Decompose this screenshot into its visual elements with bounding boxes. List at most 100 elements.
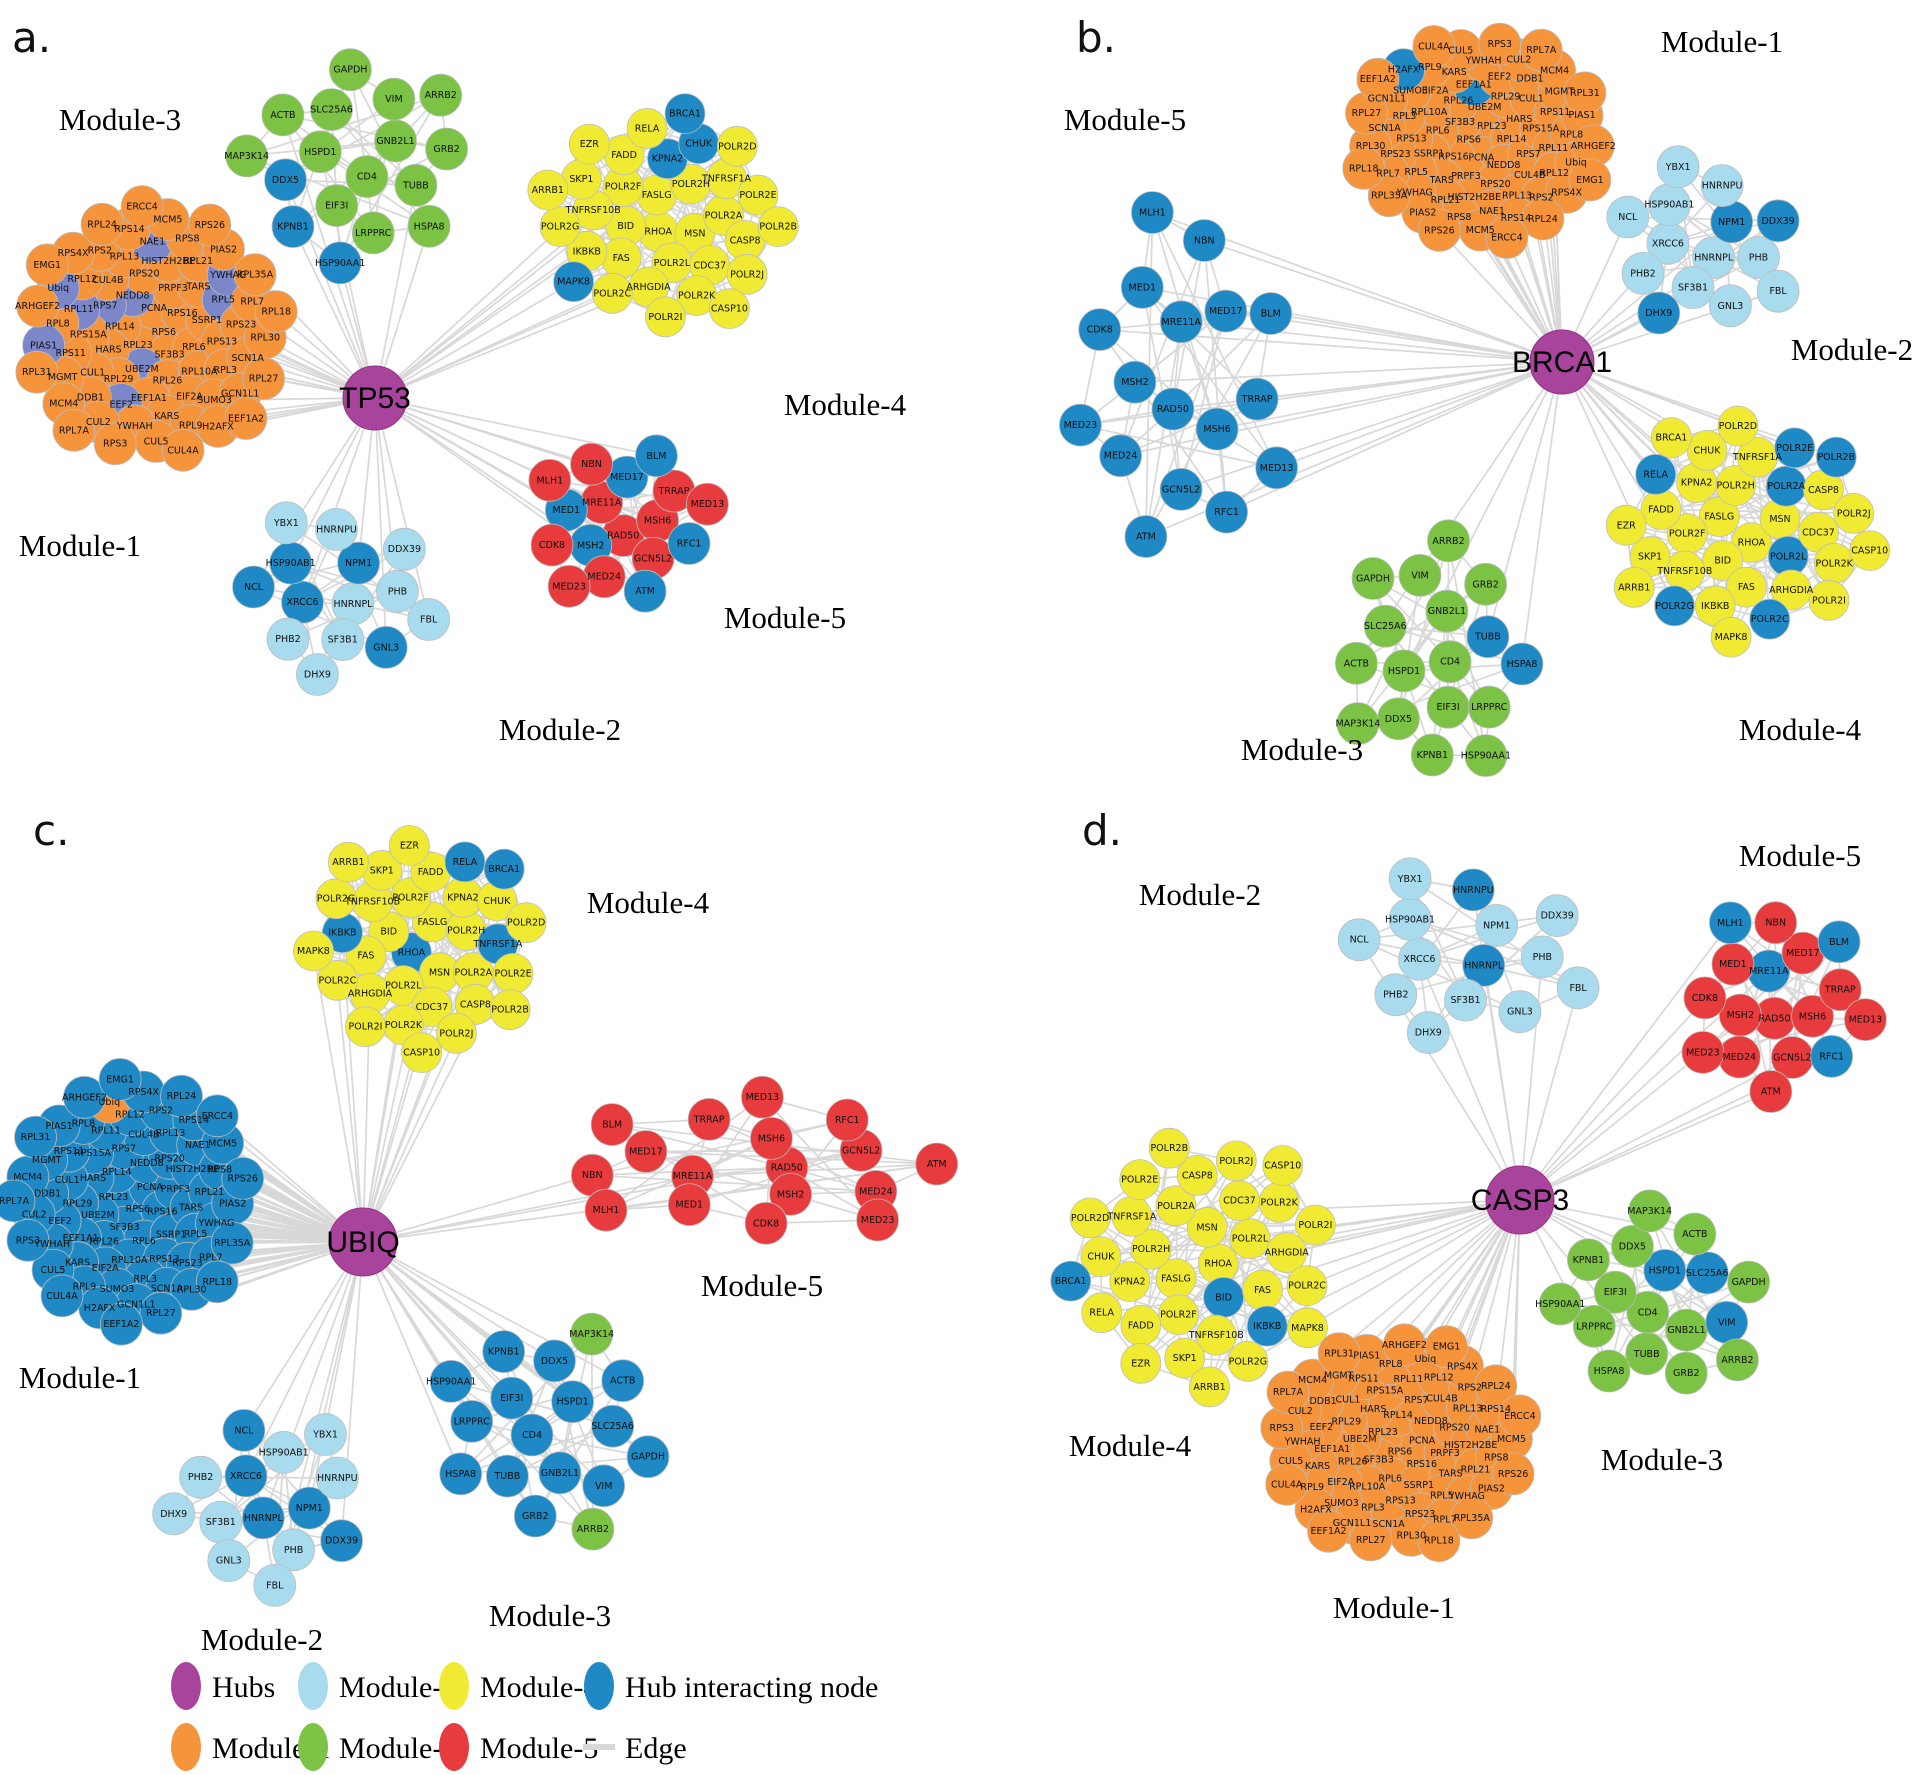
node-label-slc25a6: SLC25A6 (1364, 621, 1407, 632)
node-label-polr2a: POLR2A (1767, 481, 1805, 492)
node-label-mgmt: MGMT (48, 372, 78, 383)
node-label-rpl14: RPL14 (1497, 134, 1527, 145)
node-label-rps26: RPS26 (1498, 1469, 1528, 1480)
node-rpl24 (80, 202, 124, 246)
node-label-skp1: SKP1 (1173, 1353, 1197, 1364)
module-label-a-module-4: Module-4 (784, 387, 907, 422)
node-med13 (1255, 446, 1298, 490)
node-label-rps11: RPS11 (1540, 107, 1570, 118)
node-mapk8 (553, 261, 594, 303)
node-label-rps3: RPS3 (1269, 1423, 1293, 1434)
node-label-msn: MSN (429, 968, 450, 979)
node-label-polr2k: POLR2K (1816, 558, 1854, 569)
node-emg1 (1568, 158, 1612, 202)
node-label-gnl3: GNL3 (373, 642, 399, 653)
node-label-rpl7a: RPL7A (59, 425, 90, 436)
node-label-sumo3: SUMO3 (197, 395, 232, 406)
node-label-rps8: RPS8 (1484, 1452, 1508, 1463)
node-blm (635, 434, 678, 478)
node-label-rpl27: RPL27 (1356, 1535, 1386, 1546)
node-hspd1 (298, 130, 342, 174)
node-label-nbn: NBN (1765, 918, 1786, 929)
node-label-eif3i: EIF3I (1604, 1287, 1627, 1298)
node-label-rps26: RPS26 (1424, 225, 1454, 236)
node-label-casp8: CASP8 (460, 999, 491, 1010)
node-label-arhgdia: ARHGDIA (626, 282, 671, 293)
node-label-ywhah: YWHAH (1465, 56, 1502, 67)
node-label-eef2: EEF2 (1488, 71, 1512, 82)
node-atm (623, 569, 667, 613)
node-label-polr2j: POLR2J (439, 1028, 473, 1039)
node-gcn5l2 (1159, 467, 1203, 511)
node-nbn (1182, 219, 1226, 262)
node-label-fbl: FBL (420, 615, 438, 626)
node-label-cul5: CUL5 (41, 1265, 66, 1276)
node-brca1 (1651, 417, 1692, 459)
node-hspd1 (1382, 649, 1426, 693)
node-label-emg1: EMG1 (33, 260, 61, 271)
node-label-mre11a: MRE11A (1749, 966, 1789, 977)
hub-spoke (308, 1241, 364, 1509)
node-label-mapk8: MAPK8 (297, 946, 330, 957)
node-label-rpl3: RPL3 (1361, 1502, 1385, 1513)
hub-spoke (374, 397, 430, 620)
module-label-c-module-5: Module-5 (701, 1268, 823, 1303)
node-label-cdk8: CDK8 (1087, 325, 1113, 336)
node-vim (1398, 554, 1442, 597)
node-label-med24: MED24 (1104, 451, 1138, 462)
node-label-rpl27: RPL27 (146, 1308, 176, 1319)
module-label-b-module-3: Module-3 (1241, 732, 1363, 767)
panel-letter-b: b. (1076, 13, 1116, 62)
node-arrb2 (419, 73, 463, 117)
node-label-rpl8: RPL8 (1560, 129, 1584, 140)
node-label-polr2j: POLR2J (1219, 1156, 1253, 1167)
module-a-module-5: RAD50MRE11AMSH6MSH2MED17GCN5L2MED1TRRAPM… (528, 434, 846, 635)
node-label-rela: RELA (1643, 469, 1668, 480)
node-label-pcna: PCNA (1409, 1435, 1435, 1446)
node-label-ercc4: ERCC4 (126, 202, 157, 213)
node-label-xrcc6: XRCC6 (287, 597, 319, 608)
node-label-rps2: RPS2 (1529, 193, 1553, 204)
node-label-pias2: PIAS2 (210, 244, 237, 255)
node-label-ywhag: YWHAG (1396, 187, 1433, 198)
node-label-grb2: GRB2 (1472, 579, 1499, 590)
node-rpl18 (254, 290, 298, 334)
node-label-med1: MED1 (1719, 959, 1747, 970)
node-label-rela: RELA (453, 857, 478, 868)
node-label-hnrnpu: HNRNPU (1702, 181, 1743, 192)
edge (282, 114, 447, 150)
node-label-phb: PHB (284, 1545, 303, 1556)
node-fbl (1756, 269, 1800, 313)
hub-casp3: CASP3 (1471, 1165, 1569, 1235)
node-label-sf3b3: SF3B3 (155, 350, 185, 361)
node-label-nbn: NBN (1194, 236, 1215, 247)
node-label-tubb: TUBB (402, 180, 429, 191)
node-label-polr2b: POLR2B (1817, 452, 1855, 463)
node-label-hnrnpl: HNRNPL (244, 1513, 284, 1524)
node-label-actb: ACTB (1344, 658, 1369, 669)
node-label-tubb: TUBB (494, 1471, 521, 1482)
node-eif3i (315, 184, 359, 227)
node-label-rad50: RAD50 (771, 1163, 803, 1174)
legend-label-module4: Module-4 (480, 1671, 598, 1704)
node-label-eif2a: EIF2A (1422, 86, 1449, 97)
node-label-rpl24: RPL24 (167, 1091, 197, 1102)
edge (1079, 310, 1227, 426)
node-label-polr2e: POLR2E (1121, 1175, 1158, 1186)
node-label-rps20: RPS20 (129, 268, 159, 279)
node-label-pias1: PIAS1 (46, 1121, 73, 1132)
node-label-xrcc6: XRCC6 (1404, 954, 1436, 965)
node-label-hspa8: HSPA8 (414, 221, 445, 232)
node-label-rpl7a: RPL7A (1526, 45, 1557, 56)
node-label-eef1a1: EEF1A1 (1456, 80, 1492, 91)
node-eef1a2 (1356, 57, 1400, 101)
node-label-polr2l: POLR2L (1232, 1234, 1269, 1245)
node-label-polr2c: POLR2C (593, 288, 631, 299)
module-label-a-module-1: Module-1 (19, 528, 141, 563)
edge (1141, 286, 1258, 400)
node-arhgdia (1770, 569, 1812, 611)
module-label-d-module-2: Module-2 (1139, 877, 1261, 912)
node-label-slc25a6: SLC25A6 (591, 1421, 634, 1432)
module-label-b-module-4: Module-4 (1739, 712, 1862, 747)
node-label-rfc1: RFC1 (1819, 1051, 1844, 1062)
